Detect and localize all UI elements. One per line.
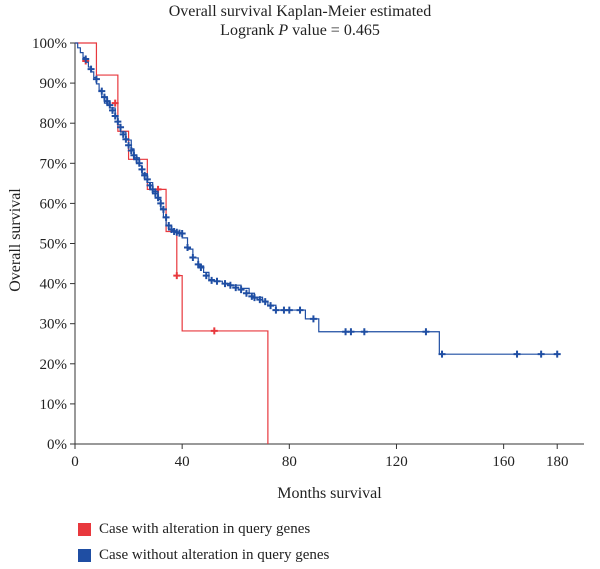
- censor-mark-unaltered: [159, 205, 167, 213]
- censor-mark-unaltered: [553, 350, 561, 358]
- chart-subtitle: Logrank P value = 0.465: [0, 22, 600, 40]
- censor-mark-unaltered: [117, 123, 125, 131]
- censor-mark-unaltered: [125, 141, 133, 149]
- censor-mark-unaltered: [189, 254, 197, 262]
- censor-mark-unaltered: [422, 328, 430, 336]
- censor-mark-unaltered: [87, 65, 95, 73]
- subtitle-suffix: value = 0.465: [288, 22, 380, 39]
- y-tick-label: 60%: [40, 196, 68, 212]
- censor-mark-unaltered: [256, 296, 264, 304]
- censor-mark-unaltered: [157, 199, 165, 207]
- censor-mark-unaltered: [82, 55, 90, 63]
- subtitle-p: P: [278, 22, 289, 39]
- censor-mark-unaltered: [100, 93, 108, 101]
- censor-mark-unaltered: [438, 350, 446, 358]
- censor-mark-unaltered: [537, 350, 545, 358]
- x-tick-label: 120: [385, 454, 408, 470]
- censor-mark-unaltered: [360, 328, 368, 336]
- censor-mark-altered: [173, 272, 181, 280]
- censor-mark-unaltered: [149, 185, 157, 193]
- censor-mark-unaltered: [162, 213, 170, 221]
- survival-curve-unaltered: [75, 42, 558, 355]
- legend-label-altered: Case with alteration in query genes: [99, 521, 311, 537]
- censor-mark-unaltered: [141, 171, 149, 179]
- censor-mark-unaltered: [285, 306, 293, 314]
- legend-item-altered: Case with alteration in query genes: [78, 521, 310, 538]
- y-tick-label: 0%: [47, 437, 67, 453]
- legend-swatch-unaltered: [78, 549, 91, 562]
- x-tick-label: 80: [282, 454, 297, 470]
- censor-mark-unaltered: [111, 112, 119, 120]
- censor-mark-unaltered: [237, 286, 245, 294]
- censor-mark-unaltered: [103, 97, 111, 105]
- censor-mark-unaltered: [98, 87, 106, 95]
- y-tick-label: 70%: [40, 156, 68, 172]
- censor-mark-unaltered: [138, 165, 146, 173]
- y-tick-label: 10%: [40, 397, 68, 413]
- censor-mark-unaltered: [202, 272, 210, 280]
- x-tick-label: 0: [71, 454, 79, 470]
- censor-mark-unaltered: [130, 151, 138, 159]
- censor-mark-unaltered: [221, 280, 229, 288]
- censor-mark-unaltered: [143, 175, 151, 183]
- censor-mark-unaltered: [232, 284, 240, 292]
- survival-curve-altered: [75, 42, 269, 444]
- censor-mark-unaltered: [92, 75, 100, 83]
- y-tick-label: 20%: [40, 357, 68, 373]
- subtitle-prefix: Logrank: [220, 22, 279, 39]
- censor-mark-unaltered: [213, 277, 221, 285]
- censor-mark-unaltered: [109, 106, 117, 114]
- legend-label-unaltered: Case without alteration in query genes: [99, 547, 330, 563]
- censor-mark-unaltered: [106, 101, 114, 109]
- censor-mark-unaltered: [178, 229, 186, 237]
- censor-mark-unaltered: [165, 221, 173, 229]
- x-tick-label: 180: [546, 454, 569, 470]
- censor-mark-unaltered: [127, 146, 135, 154]
- censor-mark-unaltered: [133, 155, 141, 163]
- censor-mark-unaltered: [347, 328, 355, 336]
- censor-mark-altered: [111, 99, 119, 107]
- censor-mark-unaltered: [122, 135, 130, 143]
- y-tick-label: 30%: [40, 317, 68, 333]
- legend-swatch-altered: [78, 523, 91, 536]
- censor-mark-unaltered: [242, 289, 250, 297]
- x-tick-label: 40: [175, 454, 190, 470]
- censor-mark-unaltered: [267, 302, 275, 310]
- x-tick-label: 160: [492, 454, 515, 470]
- censor-mark-unaltered: [154, 194, 162, 202]
- censor-mark-unaltered: [261, 298, 269, 306]
- censor-mark-unaltered: [146, 181, 154, 189]
- censor-mark-unaltered: [272, 306, 280, 314]
- censor-mark-unaltered: [151, 189, 159, 197]
- censor-mark-unaltered: [226, 281, 234, 289]
- censor-mark-unaltered: [309, 315, 317, 323]
- censor-mark-unaltered: [184, 244, 192, 252]
- censor-mark-unaltered: [114, 118, 122, 126]
- censor-mark-unaltered: [197, 264, 205, 272]
- censor-mark-unaltered: [135, 159, 143, 167]
- legend-item-unaltered: Case without alteration in query genes: [78, 547, 329, 564]
- censor-mark-unaltered: [513, 350, 521, 358]
- y-tick-label: 90%: [40, 76, 68, 92]
- censor-mark-unaltered: [119, 130, 127, 138]
- censor-mark-altered: [210, 327, 218, 335]
- y-tick-label: 40%: [40, 277, 68, 293]
- x-axis-label: Months survival: [277, 485, 382, 502]
- censor-mark-unaltered: [296, 306, 304, 314]
- chart-title: Overall survival Kaplan-Meier estimated: [168, 3, 432, 20]
- censor-mark-unaltered: [250, 294, 258, 302]
- y-tick-label: 80%: [40, 116, 68, 132]
- y-tick-label: 50%: [40, 237, 68, 253]
- y-tick-label: 100%: [32, 36, 67, 52]
